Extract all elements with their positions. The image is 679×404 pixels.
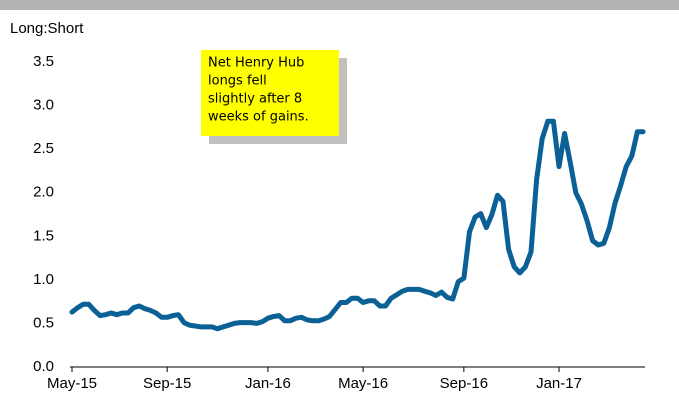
annotation-line: slightly after 8 <box>208 92 302 107</box>
y-tick-label: 2.5 <box>33 140 54 157</box>
x-tick-label: May-15 <box>47 375 97 392</box>
data-line <box>69 118 646 332</box>
y-tick-label: 3.0 <box>33 97 54 114</box>
y-tick-label: 2.0 <box>33 184 54 201</box>
y-tick-label: 1.5 <box>33 227 54 244</box>
x-tick-label: Sep-16 <box>440 375 488 392</box>
y-tick-label: 0.5 <box>33 314 54 331</box>
annotation-line: Net Henry Hub <box>208 56 304 71</box>
top-bar <box>0 0 679 10</box>
x-tick-label: Jan-16 <box>245 375 291 392</box>
y-tick-label: 0.0 <box>33 358 54 375</box>
annotation-line: longs fell <box>208 74 267 89</box>
x-tick-label: Jan-17 <box>536 375 582 392</box>
y-tick-label: 1.0 <box>33 271 54 288</box>
x-tick-label: Sep-15 <box>143 375 191 392</box>
y-axis-label: Long:Short <box>10 20 84 37</box>
annotation-box <box>201 50 339 136</box>
annotation-line: weeks of gains. <box>208 110 309 125</box>
x-tick-label: May-16 <box>338 375 388 392</box>
annotation: Net Henry Hub longs fell slightly after 8 w… <box>208 56 309 125</box>
y-tick-label: 3.5 <box>33 53 54 70</box>
